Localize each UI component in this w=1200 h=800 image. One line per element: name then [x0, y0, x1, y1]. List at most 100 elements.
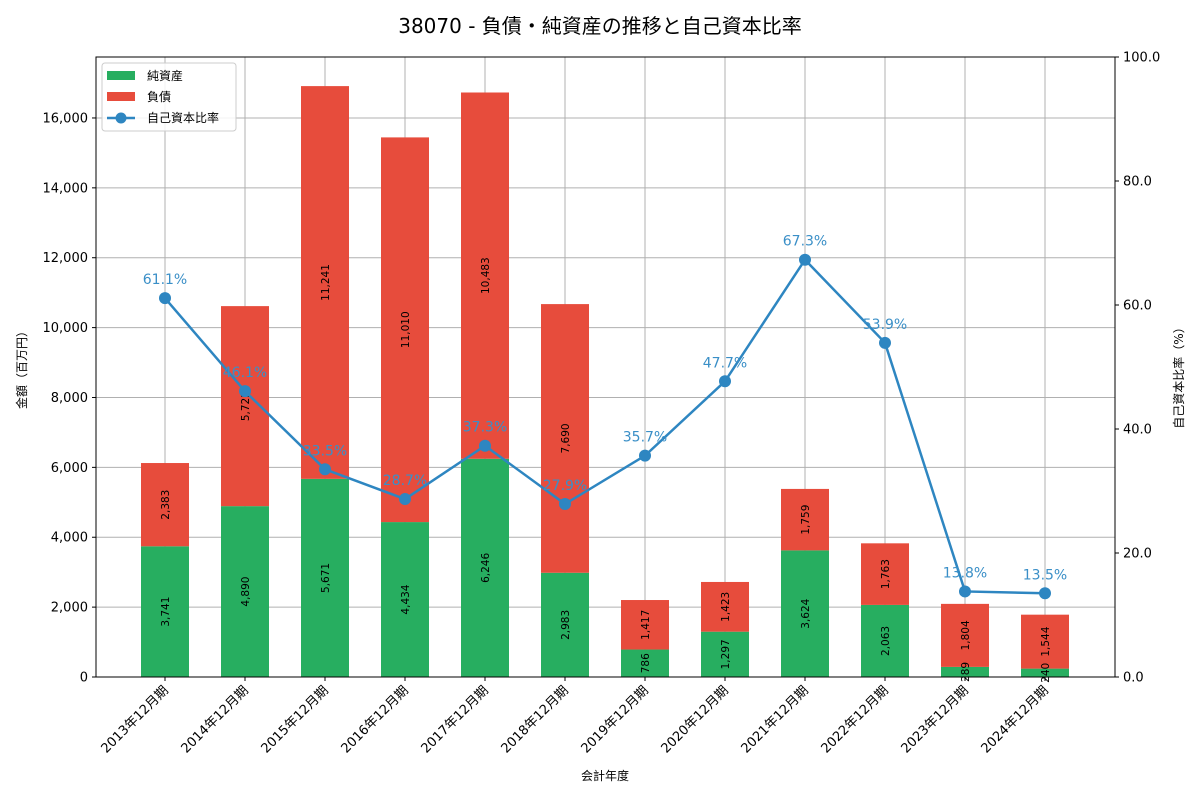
- y2-tick-label: 60.0: [1123, 299, 1152, 314]
- bar-label-liabilities: 10,483: [480, 257, 492, 294]
- y2-tick-label: 100.0: [1123, 51, 1160, 66]
- bar-label-liabilities: 5,725: [240, 391, 252, 421]
- ratio-marker: [959, 585, 971, 598]
- x-tick-label: 2023年12月期: [899, 683, 972, 756]
- ratio-marker: [559, 498, 571, 511]
- equity-ratio-line: 61.1% 46.1% 33.5% 28.7% 37.3% 27.9% 35.7% 47.7%…: [143, 234, 1067, 600]
- bar-label-equity: 4,434: [400, 584, 412, 614]
- y2-tick-label: 80.0: [1123, 175, 1152, 190]
- x-tick-label: 2021年12月期: [739, 683, 812, 756]
- y-tick-label: 2,000: [51, 601, 88, 616]
- x-tick-label: 2017年12月期: [419, 683, 492, 756]
- bar-equity: [941, 666, 989, 677]
- ratio-label: 46.1%: [223, 365, 267, 381]
- y2-tick-label: 40.0: [1123, 423, 1152, 438]
- ratio-marker: [399, 493, 411, 506]
- ratio-marker: [639, 449, 651, 462]
- bar-label-liabilities: 1,759: [800, 505, 812, 535]
- bar-equity: [301, 478, 349, 677]
- bar-equity: [621, 649, 669, 677]
- y-tick-label: 12,000: [43, 251, 89, 266]
- ratio-label: 13.5%: [1023, 567, 1067, 583]
- y-tick-label: 0: [80, 671, 88, 686]
- bar-label-liabilities: 1,544: [1040, 626, 1052, 656]
- ratio-label: 67.3%: [783, 234, 827, 250]
- ratio-label: 53.9%: [863, 317, 907, 333]
- bar-label-equity: 2,063: [880, 626, 892, 656]
- bar-label-equity: 4,890: [240, 577, 252, 607]
- y2-axis-label: 自己資本比率（%）: [1171, 321, 1186, 428]
- y-tick-label: 6,000: [51, 461, 88, 476]
- bar-equity: [541, 572, 589, 677]
- ratio-marker: [1039, 587, 1051, 600]
- y2-tick-label: 20.0: [1123, 547, 1152, 562]
- bar-label-liabilities: 1,763: [880, 559, 892, 589]
- ratio-label: 33.5%: [303, 443, 347, 459]
- bar-liabilities: [701, 581, 749, 632]
- bar-label-liabilities: 2,383: [160, 490, 172, 520]
- bar-label-liabilities: 1,423: [720, 592, 732, 622]
- ratio-label: 28.7%: [383, 473, 427, 489]
- legend-marker-ratio: [115, 112, 127, 124]
- ratio-label: 47.7%: [703, 355, 747, 371]
- bar-liabilities: [461, 92, 509, 459]
- bar-liabilities: [541, 304, 589, 573]
- bar-equity: [461, 458, 509, 677]
- x-tick-label: 2020年12月期: [659, 683, 732, 756]
- x-axis: 2013年12月期 2014年12月期 2015年12月期 2016年12月期 2017…: [99, 677, 1052, 757]
- bar-liabilities: [621, 600, 669, 650]
- y-tick-label: 8,000: [51, 391, 88, 406]
- bar-liabilities: [861, 543, 909, 605]
- bar-equity: [1021, 668, 1069, 677]
- x-tick-label: 2019年12月期: [579, 683, 652, 756]
- bar-value-labels: 3,741 2,383 4,890 5,725 5,671 11,241 4,434 11,0…: [160, 257, 1052, 683]
- chart-title: 38070 - 負債・純資産の推移と自己資本比率: [398, 14, 802, 38]
- bar-label-liabilities: 7,690: [560, 423, 572, 453]
- y-axis-right: 0.0 20.0 40.0 60.0 80.0 100.0: [1115, 51, 1160, 686]
- y-axis-label: 金額（百万円）: [14, 325, 29, 409]
- bar-series: [141, 86, 1069, 677]
- bar-label-equity: 240: [1040, 663, 1052, 683]
- y-tick-label: 10,000: [43, 321, 89, 336]
- bar-equity: [381, 522, 429, 677]
- x-tick-label: 2018年12月期: [499, 683, 572, 756]
- x-tick-label: 2015年12月期: [259, 683, 332, 756]
- legend-swatch-liabilities: [107, 92, 135, 101]
- bar-liabilities: [301, 86, 349, 479]
- legend-label-ratio: 自己資本比率: [147, 110, 219, 125]
- bar-liabilities: [941, 603, 989, 667]
- ratio-marker: [719, 375, 731, 388]
- x-tick-label: 2014年12月期: [179, 683, 252, 756]
- bar-equity: [701, 631, 749, 677]
- y-axis-left: 0 2,000 4,000 6,000 8,000 10,000 12,000 14,000 1…: [43, 111, 96, 686]
- bar-equity: [781, 550, 829, 677]
- ratio-marker: [159, 292, 171, 305]
- ratio-label: 61.1%: [143, 272, 187, 288]
- ratio-label: 35.7%: [623, 430, 667, 446]
- x-axis-label: 会計年度: [581, 768, 629, 783]
- bar-liabilities: [781, 488, 829, 551]
- legend-box: [101, 62, 237, 132]
- y-tick-label: 16,000: [43, 111, 89, 126]
- bar-label-equity: 3,741: [160, 597, 172, 627]
- bar-label-liabilities: 11,241: [320, 264, 332, 301]
- legend-swatch-equity: [107, 71, 135, 80]
- x-tick-label: 2013年12月期: [99, 683, 172, 756]
- bar-label-equity: 2,983: [560, 610, 572, 640]
- bar-equity: [141, 546, 189, 677]
- bar-label-liabilities: 1,417: [640, 610, 652, 640]
- ratio-label: 27.9%: [543, 478, 587, 494]
- bar-equity: [861, 604, 909, 677]
- ratio-marker: [319, 463, 331, 476]
- ratio-label: 13.8%: [943, 565, 987, 581]
- bar-label-liabilities: 11,010: [400, 311, 412, 348]
- bar-label-equity: 786: [640, 653, 652, 673]
- legend-label-liabilities: 負債: [147, 89, 171, 104]
- y-tick-label: 14,000: [43, 181, 89, 196]
- ratio-marker: [239, 385, 251, 398]
- x-tick-label: 2022年12月期: [819, 683, 892, 756]
- bar-equity: [221, 506, 269, 677]
- bar-liabilities: [381, 137, 429, 523]
- x-tick-label: 2024年12月期: [979, 683, 1052, 756]
